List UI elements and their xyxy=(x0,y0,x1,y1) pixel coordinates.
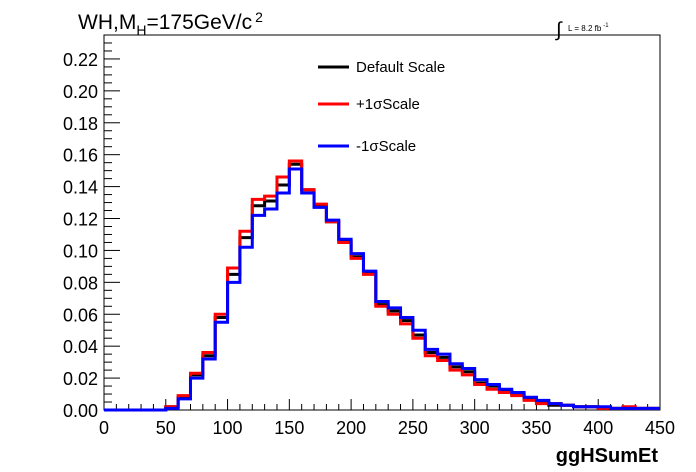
legend: Default Scale +1σScale -1σScale xyxy=(318,59,445,155)
y-tick-label: 0.18 xyxy=(63,114,98,134)
luminosity-text: L = 8.2 fb xyxy=(568,24,602,33)
x-tick-label: 400 xyxy=(583,418,613,438)
y-tick-label: 0.14 xyxy=(63,178,98,198)
y-tick-label: 0.06 xyxy=(63,305,98,325)
y-tick-label: 0.02 xyxy=(63,369,98,389)
plot-frame xyxy=(103,34,661,411)
integral-sign: ∫ xyxy=(555,19,563,41)
series-line-0 xyxy=(104,162,660,412)
x-tick-label: 100 xyxy=(213,418,243,438)
y-tick-label: 0.22 xyxy=(63,50,98,70)
y-tick-label: 0.16 xyxy=(63,146,98,166)
luminosity-label: ∫ L = 8.2 fb -1 xyxy=(555,19,609,41)
series-line-2 xyxy=(104,167,660,412)
series-line-1 xyxy=(104,159,660,412)
chart-title: WH,MH=175GeV/c 2 xyxy=(78,9,263,38)
legend-label: +1σScale xyxy=(356,96,420,113)
x-axis-label: ggHSumEt xyxy=(556,445,659,467)
y-tick-label: 0.20 xyxy=(63,82,98,102)
x-tick-label: 350 xyxy=(521,418,551,438)
x-tick-label: 250 xyxy=(398,418,428,438)
y-tick-label: 0.04 xyxy=(63,337,98,357)
x-tick-label: 200 xyxy=(336,418,366,438)
y-tick-label: 0.00 xyxy=(63,401,98,421)
y-tick-label: 0.12 xyxy=(63,210,98,230)
x-tick-label: 300 xyxy=(460,418,490,438)
axes: 0 50 100 150 200 250 300 350 400 450 0.00 0.02 0.04 0… xyxy=(63,34,675,438)
x-tick-label: 50 xyxy=(156,418,176,438)
y-tick-label: 0.08 xyxy=(63,273,98,293)
svg-text:L = 8.2 fb-1: L = 8.2 fb -1 xyxy=(568,23,609,33)
x-tick-label: 150 xyxy=(274,418,304,438)
series-layer xyxy=(104,159,660,412)
x-tick-label: 0 xyxy=(99,418,109,438)
legend-label: Default Scale xyxy=(356,59,445,76)
x-tick-label: 450 xyxy=(645,418,675,438)
luminosity-exponent: -1 xyxy=(603,23,609,29)
y-tick-label: 0.10 xyxy=(63,241,98,261)
legend-label: -1σScale xyxy=(356,138,416,155)
